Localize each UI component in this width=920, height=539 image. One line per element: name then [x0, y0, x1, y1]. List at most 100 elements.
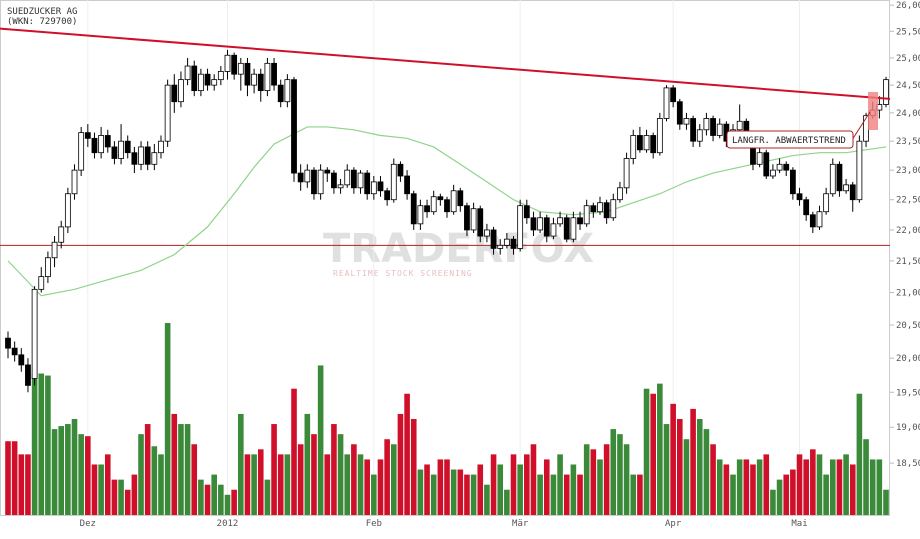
volume-bar	[291, 388, 297, 515]
candle-body	[543, 217, 550, 237]
candle-body	[457, 190, 464, 207]
volume-bar	[144, 424, 151, 515]
volume-bar	[45, 375, 51, 515]
volume-bar	[218, 484, 224, 515]
candle-body	[783, 163, 790, 171]
candle-body	[144, 146, 151, 165]
candle-body	[45, 257, 51, 278]
volume-bar	[743, 459, 750, 515]
y-tick-label: 20,00	[896, 354, 920, 364]
volume-bar	[317, 365, 324, 515]
candle-body	[377, 181, 384, 192]
candle-body	[617, 187, 623, 201]
y-tick-label: 18,50	[896, 459, 920, 469]
volume-bar	[790, 469, 796, 515]
y-tick-label: 24,00	[896, 109, 920, 119]
candle-body	[470, 208, 477, 231]
volume-bar	[71, 419, 78, 515]
candle-body	[530, 217, 537, 231]
candle-body	[350, 169, 357, 189]
chart-title: SUEDZUCKER AG	[7, 7, 77, 17]
candle-body	[417, 205, 424, 225]
y-tick-label: 22,50	[896, 196, 920, 206]
candle-body	[51, 241, 58, 259]
candle-body	[643, 135, 650, 151]
volume-bar	[849, 464, 856, 515]
volume-bar	[118, 479, 124, 515]
volume-bar	[204, 484, 211, 515]
candle-body	[776, 163, 783, 171]
volume-bar	[211, 474, 217, 515]
volume-bar	[457, 469, 464, 515]
candle-body	[311, 169, 317, 195]
candle-body	[437, 196, 444, 201]
volume-bar	[823, 474, 829, 515]
volume-bar	[623, 444, 630, 515]
candle-body	[517, 205, 524, 249]
volume-bar	[390, 444, 397, 515]
candle-body	[497, 244, 504, 249]
volume-bar	[224, 494, 231, 515]
volume-bar	[484, 484, 490, 515]
candle-body	[31, 288, 38, 379]
volume-bar	[38, 373, 45, 515]
volume-bar	[404, 393, 410, 515]
volume-bar	[470, 474, 477, 515]
x-tick-label: Mär	[512, 519, 529, 529]
volume-bar	[450, 469, 457, 515]
candle-body	[484, 229, 490, 237]
volume-bar	[497, 464, 504, 515]
candle-body	[703, 118, 710, 131]
volume-bar	[284, 454, 291, 515]
volume-bar	[703, 429, 710, 515]
y-tick-label: 19,00	[896, 423, 920, 433]
volume-bar	[863, 439, 869, 515]
volume-bar	[677, 419, 683, 515]
candle-body	[71, 169, 78, 195]
candle-body	[809, 214, 816, 228]
candle-body	[370, 181, 377, 195]
annotation-leader	[851, 111, 871, 141]
x-tick-label: Mai	[791, 519, 807, 529]
candle-body	[763, 152, 770, 177]
chart-subtitle: (WKN: 729700)	[7, 17, 77, 27]
volume-bar	[104, 454, 111, 515]
candle-body	[357, 172, 364, 189]
volume-bar	[111, 479, 118, 515]
volume-bar	[663, 424, 670, 515]
volume-bar	[377, 459, 384, 515]
volume-bar	[151, 446, 158, 515]
candle-body	[271, 62, 277, 86]
y-tick-label: 21,50	[896, 257, 920, 267]
candle-body	[610, 199, 617, 219]
candle-body	[58, 226, 65, 243]
volume-bar	[670, 403, 676, 515]
volume-bar	[231, 489, 237, 515]
candle-body	[570, 217, 577, 240]
candle-body	[237, 62, 244, 75]
volume-bar	[770, 489, 776, 515]
volume-bar	[537, 474, 543, 515]
volume-bar	[198, 479, 204, 515]
volume-bar	[31, 373, 38, 515]
volume-bar	[5, 441, 11, 515]
candle-body	[111, 146, 118, 159]
volume-bar	[331, 424, 337, 515]
volume-bar	[337, 434, 344, 515]
volume-bar	[563, 474, 570, 515]
y-tick-label: 25,00	[896, 54, 920, 64]
volume-bar	[437, 459, 444, 515]
volume-bar	[124, 489, 131, 515]
candle-body	[430, 196, 437, 213]
volume-bar	[364, 459, 370, 515]
volume-bar	[178, 424, 184, 515]
volume-bar	[843, 454, 849, 515]
volume-bar	[690, 408, 696, 515]
volume-bar	[424, 464, 430, 515]
candle-body	[404, 175, 410, 195]
volume-bar	[716, 459, 723, 515]
candle-body	[344, 169, 351, 186]
candle-body	[550, 223, 557, 237]
volume-bar	[18, 454, 25, 515]
candle-body	[623, 158, 630, 189]
